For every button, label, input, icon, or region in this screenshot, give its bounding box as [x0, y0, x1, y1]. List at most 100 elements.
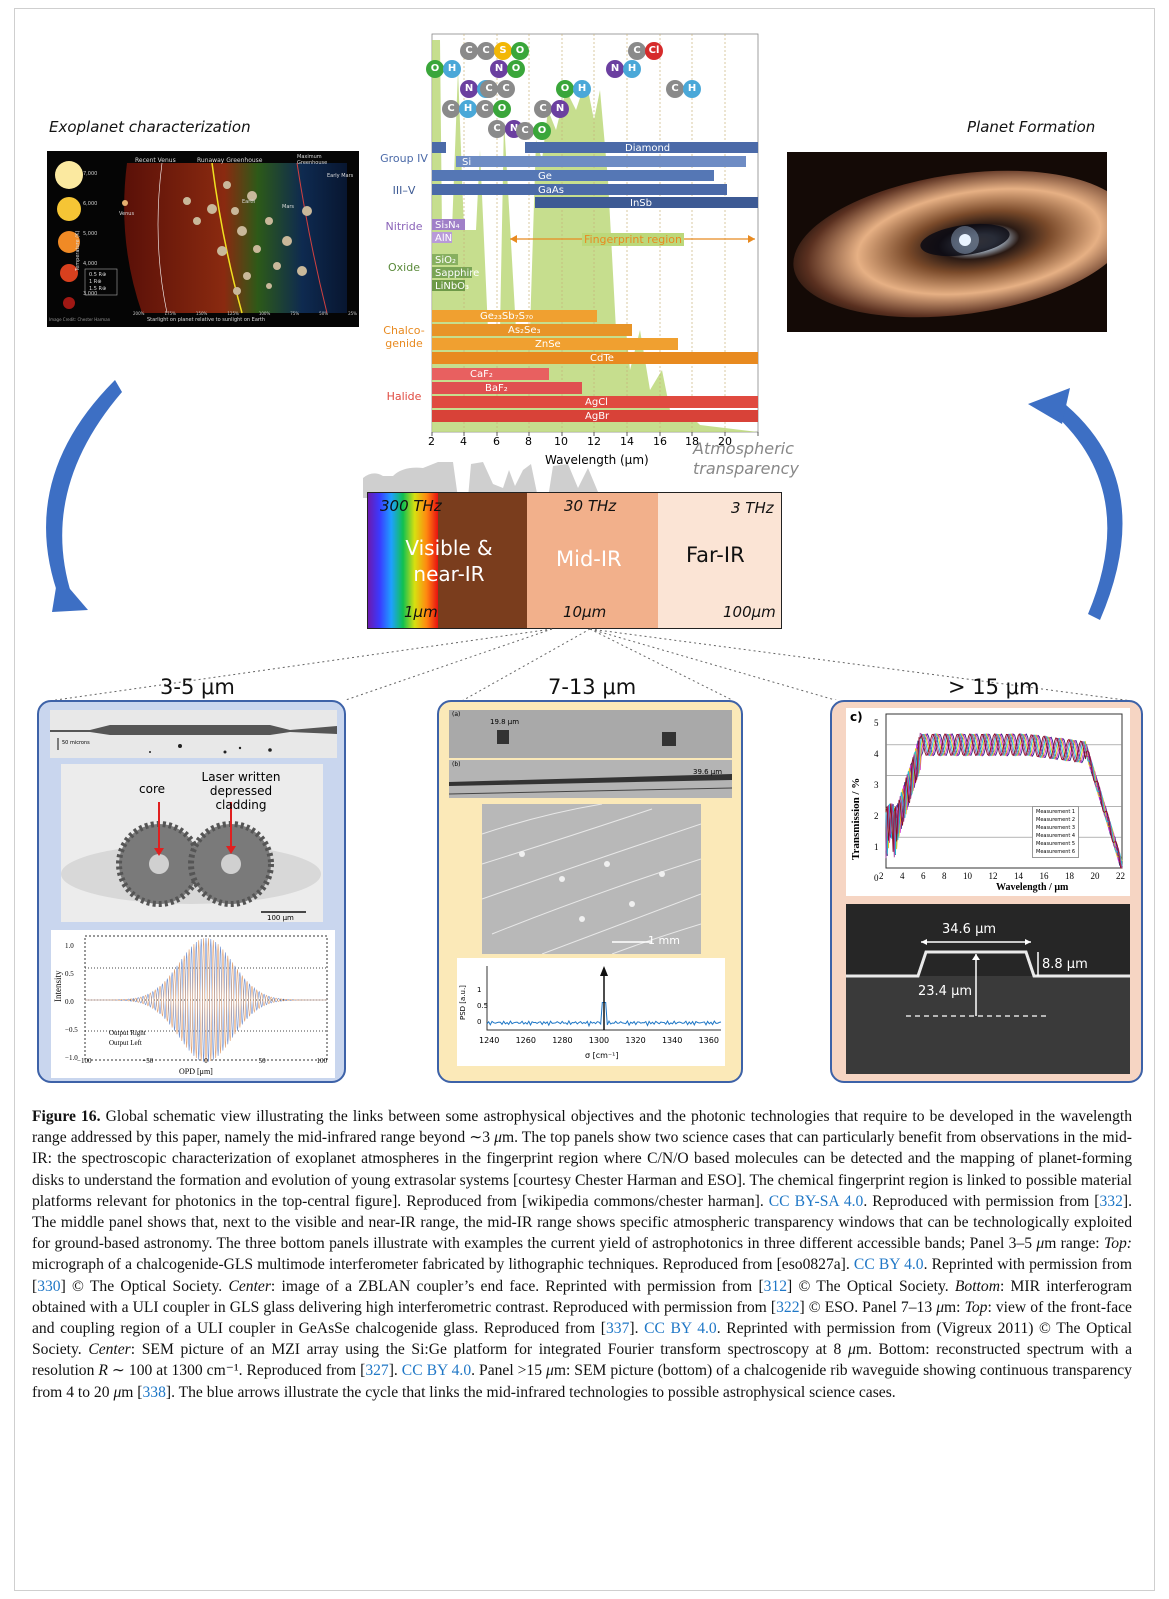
tick-label: 6: [921, 871, 926, 881]
caption-link[interactable]: 322: [776, 1298, 800, 1316]
tick-label: 175%: [164, 311, 176, 316]
label-recent-venus: Recent Venus: [135, 157, 176, 164]
legend-item: Measurement 5: [1036, 841, 1076, 847]
atom-c-icon: C: [516, 122, 534, 140]
label-b: (b): [452, 761, 461, 768]
tick-label: 14: [620, 435, 634, 448]
tick-label: 20: [1090, 871, 1100, 881]
caption-link[interactable]: CC BY 4.0: [853, 1256, 924, 1274]
panel-label-c: c): [850, 710, 863, 724]
group-label-iv: Group IV: [380, 152, 428, 165]
exo-legend: 0.5 R⊕ 1 R⊕ 1.5 R⊕: [89, 272, 106, 293]
atom-c-icon: C: [488, 120, 506, 138]
exo-yticks: 7,000 6,000 5,000 4,000 3,000: [83, 159, 97, 309]
cladding-label: Laser written depressed cladding: [201, 770, 281, 812]
material-cdte: CdTe: [590, 353, 614, 364]
caption-text: m. The top panels show two science cases…: [32, 1129, 1132, 1210]
material-gaas: GaAs: [538, 185, 564, 196]
exo-xticks: 200% 175% 150% 125% 100% 75% 50% 25%: [133, 311, 357, 316]
caption-link[interactable]: 338: [142, 1383, 166, 1401]
tick-label: −0.5: [65, 1026, 78, 1034]
caption-text: : image of a ZBLAN coupler’s end face. R…: [270, 1277, 764, 1295]
rib-height-label: 8.8 μm: [1042, 957, 1088, 972]
caption-text: ] © The Optical Society.: [787, 1277, 955, 1295]
caption-text: : MIR interferogram obtained with a ULI …: [32, 1277, 1132, 1316]
tick-label: 1240: [479, 1036, 500, 1045]
caption-text: . Reprinted with permission from (Vigreu…: [32, 1320, 1132, 1359]
interferogram-xlabel: OPD [μm]: [179, 1067, 213, 1076]
tick-label: 2: [428, 435, 435, 448]
atmospheric-transparency-label: Atmospheric transparency: [693, 439, 799, 478]
atom-c-icon: C: [628, 42, 646, 60]
atom-c-icon: C: [534, 100, 552, 118]
atom-h-icon: H: [683, 80, 701, 98]
caption-text: . Panel >15: [471, 1362, 547, 1380]
material-agbr: AgBr: [585, 411, 610, 422]
caption-body: Global schematic view illustrating the l…: [32, 1108, 1132, 1401]
waveguide-spot: [662, 732, 676, 746]
material-aln: AlN: [435, 233, 453, 244]
atom-n-icon: N: [490, 60, 508, 78]
interferogram-series: [85, 938, 327, 1063]
atom-h-icon: H: [443, 60, 461, 78]
interferogram-legend: Output Right Output Left: [109, 1028, 146, 1048]
tick-label: −50: [142, 1057, 154, 1065]
caption-text: ].: [629, 1320, 645, 1338]
legend-item: Output Right: [109, 1029, 146, 1037]
legend-item: 1.5 R⊕: [89, 286, 107, 292]
psd-chart: PSD [a.u.] σ [cm⁻¹] 1 0.5 0 1240 1260 12…: [457, 958, 725, 1066]
tick-label: 1280: [552, 1036, 573, 1045]
material-gesbs: Ge₂₃Sb₇S₇₀: [480, 311, 533, 322]
band-visible-near-ir: Visible & near-IR: [405, 536, 493, 586]
panel-15um: c) Transmission / % Wavelength / μm 5 4 …: [830, 700, 1143, 1083]
caption-link[interactable]: 337: [606, 1320, 630, 1338]
caption-text: μ: [936, 1298, 945, 1316]
tick-label: 5: [874, 718, 879, 728]
tick-label: 0.0: [65, 998, 74, 1006]
caption-link[interactable]: 327: [365, 1362, 389, 1380]
spectrum-xlabel: Wavelength (μm): [545, 453, 649, 467]
tick-label: 1: [477, 986, 482, 994]
caption-text: ]. The blue arrows illustrate the cycle …: [165, 1383, 896, 1401]
caption-link[interactable]: CC BY-SA 4.0: [768, 1192, 864, 1210]
tick-label: 1360: [698, 1036, 719, 1045]
tick-label: −100: [77, 1057, 92, 1065]
atom-c-icon: C: [497, 80, 515, 98]
material-caf2: CaF₂: [470, 369, 493, 380]
rib-depth-label: 23.4 μm: [918, 984, 973, 999]
caption-text: Center: [88, 1341, 131, 1359]
caption-text: ] © The Optical Society.: [60, 1277, 229, 1295]
far-ir-region: [658, 493, 781, 628]
atom-h-icon: H: [623, 60, 641, 78]
psd-xlabel: σ [cm⁻¹]: [585, 1051, 619, 1060]
caption-text: ]. The middle panel shows that, next to …: [32, 1192, 1132, 1253]
material-znse: ZnSe: [535, 339, 561, 350]
scale-bar-100um: 100 μm: [267, 914, 294, 922]
tick-label: 1300: [588, 1036, 610, 1045]
transmission-series: [885, 733, 1122, 869]
group-label-nitride: Nitride: [385, 220, 423, 233]
caption-link[interactable]: 312: [763, 1277, 788, 1295]
caption-label: Figure 16.: [32, 1108, 101, 1125]
caption-link[interactable]: CC BY 4.0: [644, 1320, 717, 1338]
material-sapphire: Sapphire: [435, 268, 480, 279]
transmission-series: [885, 732, 1123, 869]
tick-label: 18: [685, 435, 699, 448]
caption-text: μ: [494, 1129, 502, 1147]
tick-label: 6: [493, 435, 500, 448]
atom-n-icon: N: [551, 100, 569, 118]
tick-label: 4,000: [83, 261, 98, 267]
caption-link[interactable]: 330: [37, 1277, 61, 1295]
scale-bar-50um: 50 microns: [62, 740, 90, 746]
caption-link[interactable]: 332: [1099, 1192, 1123, 1210]
material-agcl: AgCl: [585, 397, 608, 408]
tick-label: 1340: [661, 1036, 683, 1045]
tick-label: 14: [1014, 871, 1023, 881]
band-title-3-5: 3-5 μm: [160, 675, 235, 699]
caption-text: ∼ 100 at 1300 cm⁻¹. Reproduced from [: [107, 1362, 366, 1380]
tick-label: 22: [1116, 871, 1125, 881]
waveguide-spot: [497, 730, 509, 744]
tick-label: 0: [204, 1057, 208, 1065]
caption-link[interactable]: CC BY 4.0: [401, 1362, 472, 1380]
material-sio2: SiO₂: [435, 255, 457, 266]
